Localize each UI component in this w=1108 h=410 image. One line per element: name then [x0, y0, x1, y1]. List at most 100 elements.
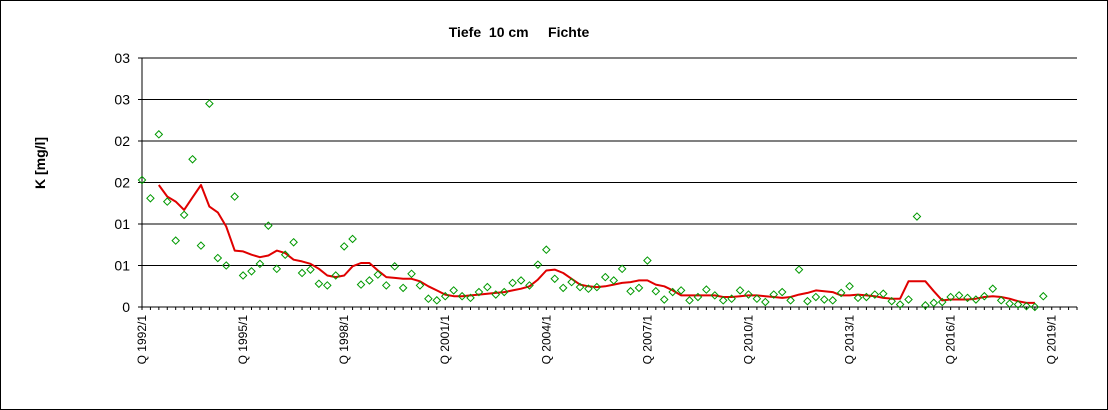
data-point [213, 253, 223, 263]
data-point [836, 288, 846, 298]
data-point [996, 296, 1006, 305]
data-point [205, 99, 214, 108]
data-point [634, 283, 644, 293]
x-tick-label: Q 2016/1 [944, 315, 958, 365]
data-point [1022, 301, 1031, 311]
data-point [348, 234, 357, 244]
x-tick-label: Q 2001/1 [438, 315, 452, 365]
data-point [179, 210, 189, 220]
data-point [1030, 302, 1040, 312]
data-point [870, 290, 880, 299]
data-point [314, 279, 324, 289]
data-point [297, 268, 307, 278]
y-tick-label: 01 [114, 216, 130, 232]
x-tick-label: Q 2013/1 [843, 315, 857, 365]
data-point [188, 154, 197, 164]
data-point [323, 281, 332, 290]
data-point [592, 282, 602, 292]
data-point [542, 245, 551, 255]
data-point [247, 267, 256, 276]
data-point [516, 276, 526, 285]
data-point [761, 297, 770, 307]
data-point [600, 272, 610, 282]
data-point [702, 285, 711, 294]
data-point [499, 287, 509, 297]
y-tick-label: 02 [114, 175, 130, 191]
y-tick-label: 03 [114, 50, 130, 66]
y-tick-label: 01 [114, 258, 130, 274]
data-point [440, 291, 450, 301]
data-point [929, 298, 939, 308]
x-tick-label: Q 2010/1 [741, 315, 755, 365]
data-point [449, 286, 458, 295]
data-point [693, 292, 703, 302]
data-point [921, 301, 930, 310]
x-tick-label: Q 2019/1 [1045, 315, 1059, 365]
data-point [432, 296, 442, 305]
x-tick-label: Q 2004/1 [539, 315, 553, 365]
data-point [946, 292, 955, 302]
data-point [196, 241, 206, 250]
data-point [398, 283, 408, 293]
data-point [887, 296, 896, 306]
data-point [659, 295, 669, 304]
data-point [803, 296, 812, 306]
data-point [954, 291, 964, 300]
data-point [980, 291, 989, 301]
data-point [238, 271, 248, 280]
data-point [466, 293, 475, 303]
data-point [878, 289, 888, 299]
series-markers [137, 99, 1048, 312]
data-point [575, 282, 585, 292]
data-point [264, 221, 273, 230]
y-tick-label: 02 [114, 133, 130, 149]
data-point [735, 286, 745, 295]
x-tick-label: Q 2007/1 [640, 315, 654, 365]
data-point [752, 294, 762, 304]
data-point [424, 294, 433, 304]
data-point [710, 291, 720, 300]
data-point [483, 282, 492, 292]
data-point [626, 286, 635, 296]
gridlines [142, 57, 1077, 266]
data-point [221, 261, 231, 270]
data-point [474, 287, 484, 297]
data-point [769, 290, 779, 299]
axes [141, 58, 1077, 308]
data-point [895, 300, 905, 309]
data-point [272, 264, 282, 274]
data-point [786, 296, 795, 305]
data-point [828, 296, 838, 305]
x-tick-label: Q 1998/1 [337, 315, 351, 365]
data-point [550, 274, 560, 284]
data-point [609, 276, 619, 285]
data-point [912, 212, 922, 221]
data-point [819, 295, 829, 304]
data-point [146, 193, 155, 203]
y-tick-label: 0 [122, 299, 130, 315]
data-point [1005, 299, 1014, 308]
data-point [811, 292, 821, 302]
data-point [331, 271, 341, 280]
data-point [862, 292, 871, 302]
data-point [508, 278, 517, 288]
data-point [777, 287, 787, 297]
y-axis-label: K [mg/l] [32, 137, 48, 189]
data-point [676, 286, 686, 295]
data-point [643, 256, 652, 265]
data-point [845, 281, 854, 291]
y-axis-ticks: 0 01 01 02 02 03 03 [114, 50, 142, 315]
chart-title: Tiefe 10 cm Fichte [449, 24, 590, 40]
data-point [651, 286, 661, 296]
series-line-path [157, 184, 1035, 304]
y-tick-label: 03 [114, 92, 130, 108]
data-point [558, 283, 568, 293]
data-point [567, 277, 576, 287]
data-point [963, 293, 972, 303]
data-point [584, 284, 593, 294]
data-point [255, 259, 265, 269]
data-point [162, 197, 172, 206]
data-point [727, 294, 736, 304]
data-point [457, 291, 467, 301]
